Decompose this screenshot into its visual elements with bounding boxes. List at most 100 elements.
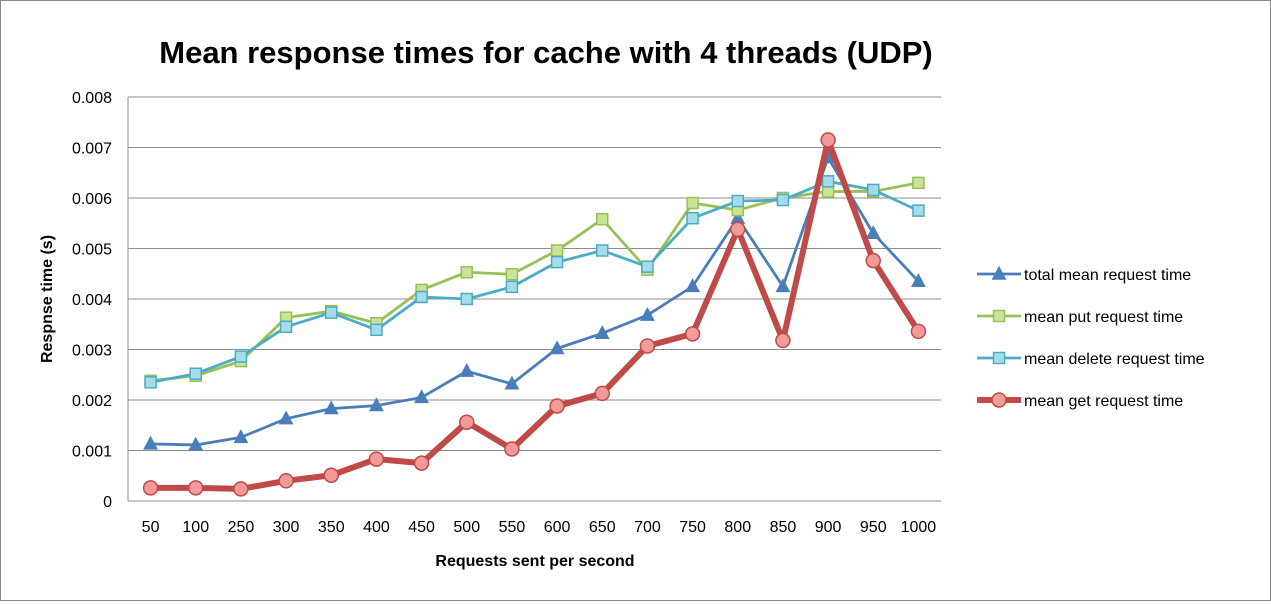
- data-point: [233, 481, 249, 497]
- y-axis-ticks: 0 0.001 0.002 0.003 0.004 0.005 0.006 0.007 0.00…: [72, 90, 112, 511]
- y-tick-label: 0.005: [72, 242, 112, 259]
- data-point: [775, 278, 791, 293]
- data-point: [550, 255, 564, 269]
- legend-label: total mean request time: [1024, 267, 1191, 284]
- data-point: [594, 385, 610, 402]
- x-tick-label: 600: [544, 519, 571, 536]
- data-point: [596, 212, 609, 226]
- data-point: [323, 400, 339, 415]
- x-tick-label: 100: [182, 519, 209, 536]
- data-point: [278, 473, 294, 489]
- data-point: [368, 397, 384, 412]
- series-line: [150, 156, 920, 447]
- x-tick-label: 750: [679, 519, 706, 536]
- x-tick-label: 900: [815, 519, 842, 536]
- chart-title: Mean response times for cache with 4 thr…: [159, 35, 933, 70]
- data-point: [684, 326, 701, 342]
- data-point: [910, 323, 927, 340]
- legend-label: mean put request time: [1024, 309, 1183, 326]
- legend-item: mean put request time: [977, 309, 1183, 326]
- data-point: [460, 292, 473, 306]
- legend-item: mean delete request time: [977, 351, 1205, 368]
- series-3: [142, 132, 927, 497]
- x-tick-label: 1000: [901, 519, 937, 536]
- data-point: [992, 309, 1006, 323]
- data-point: [639, 306, 655, 321]
- data-point: [912, 204, 925, 217]
- x-axis-label: Requests sent per second: [435, 553, 634, 570]
- series-1: [144, 176, 925, 388]
- data-point: [234, 350, 248, 363]
- x-tick-label: 300: [273, 519, 300, 536]
- data-point: [991, 392, 1007, 408]
- data-point: [370, 323, 383, 337]
- data-point: [731, 194, 744, 208]
- data-point: [910, 273, 926, 288]
- data-point: [596, 244, 609, 257]
- data-point: [233, 429, 249, 444]
- legend: total mean request time mean put request …: [977, 265, 1205, 410]
- data-point: [686, 196, 699, 210]
- data-point: [505, 280, 519, 294]
- data-point: [413, 455, 430, 471]
- data-point: [278, 410, 294, 425]
- y-tick-label: 0.008: [72, 90, 112, 107]
- y-tick-label: 0.003: [72, 343, 112, 360]
- legend-label: mean get request time: [1024, 393, 1183, 410]
- x-tick-label: 950: [860, 519, 887, 536]
- x-tick-label: 700: [634, 519, 661, 536]
- data-point: [820, 132, 836, 148]
- data-point: [686, 211, 699, 225]
- data-point: [865, 252, 881, 269]
- data-point: [641, 260, 654, 273]
- x-tick-label: 550: [499, 519, 526, 536]
- y-tick-label: 0: [103, 494, 112, 511]
- data-point: [549, 398, 565, 414]
- data-point: [189, 367, 202, 380]
- x-axis-ticks: 50 100 250 300 350 400 450 500 550 600 650 700 750 80…: [142, 519, 937, 536]
- y-tick-label: 0.007: [72, 141, 112, 158]
- data-point: [188, 436, 204, 451]
- x-tick-label: 500: [453, 519, 480, 536]
- data-point: [991, 265, 1007, 280]
- data-point: [505, 268, 519, 281]
- legend-label: mean delete request time: [1024, 351, 1205, 368]
- x-tick-label: 450: [408, 519, 435, 536]
- data-point: [325, 306, 338, 319]
- y-tick-label: 0.001: [72, 444, 112, 461]
- series-line: [150, 181, 919, 383]
- data-point: [912, 176, 925, 190]
- data-point: [143, 435, 159, 450]
- data-point: [775, 332, 791, 349]
- data-point: [867, 183, 880, 197]
- data-point: [144, 376, 157, 389]
- data-point: [550, 244, 564, 257]
- data-point: [992, 351, 1006, 365]
- data-point: [188, 480, 204, 496]
- data-point: [323, 467, 339, 483]
- x-tick-label: 250: [228, 519, 255, 536]
- data-point: [460, 265, 473, 279]
- y-tick-label: 0.002: [72, 393, 112, 410]
- y-tick-label: 0.006: [72, 191, 112, 208]
- y-axis-label: Respnse time (s): [39, 235, 56, 363]
- legend-item: total mean request time: [977, 265, 1191, 284]
- data-point: [821, 175, 835, 188]
- gridlines: [127, 96, 941, 502]
- data-point: [368, 451, 385, 467]
- data-point: [865, 225, 881, 240]
- data-point: [730, 221, 746, 238]
- x-tick-label: 350: [318, 519, 345, 536]
- data-point: [459, 414, 475, 430]
- data-point: [639, 338, 656, 354]
- x-tick-label: 400: [363, 519, 390, 536]
- series-line: [150, 179, 920, 384]
- data-point: [504, 375, 520, 390]
- data-point: [142, 480, 159, 496]
- data-point: [459, 362, 475, 377]
- x-tick-label: 50: [142, 519, 160, 536]
- x-tick-label: 850: [770, 519, 797, 536]
- data-point: [685, 278, 701, 293]
- data-point: [776, 193, 790, 207]
